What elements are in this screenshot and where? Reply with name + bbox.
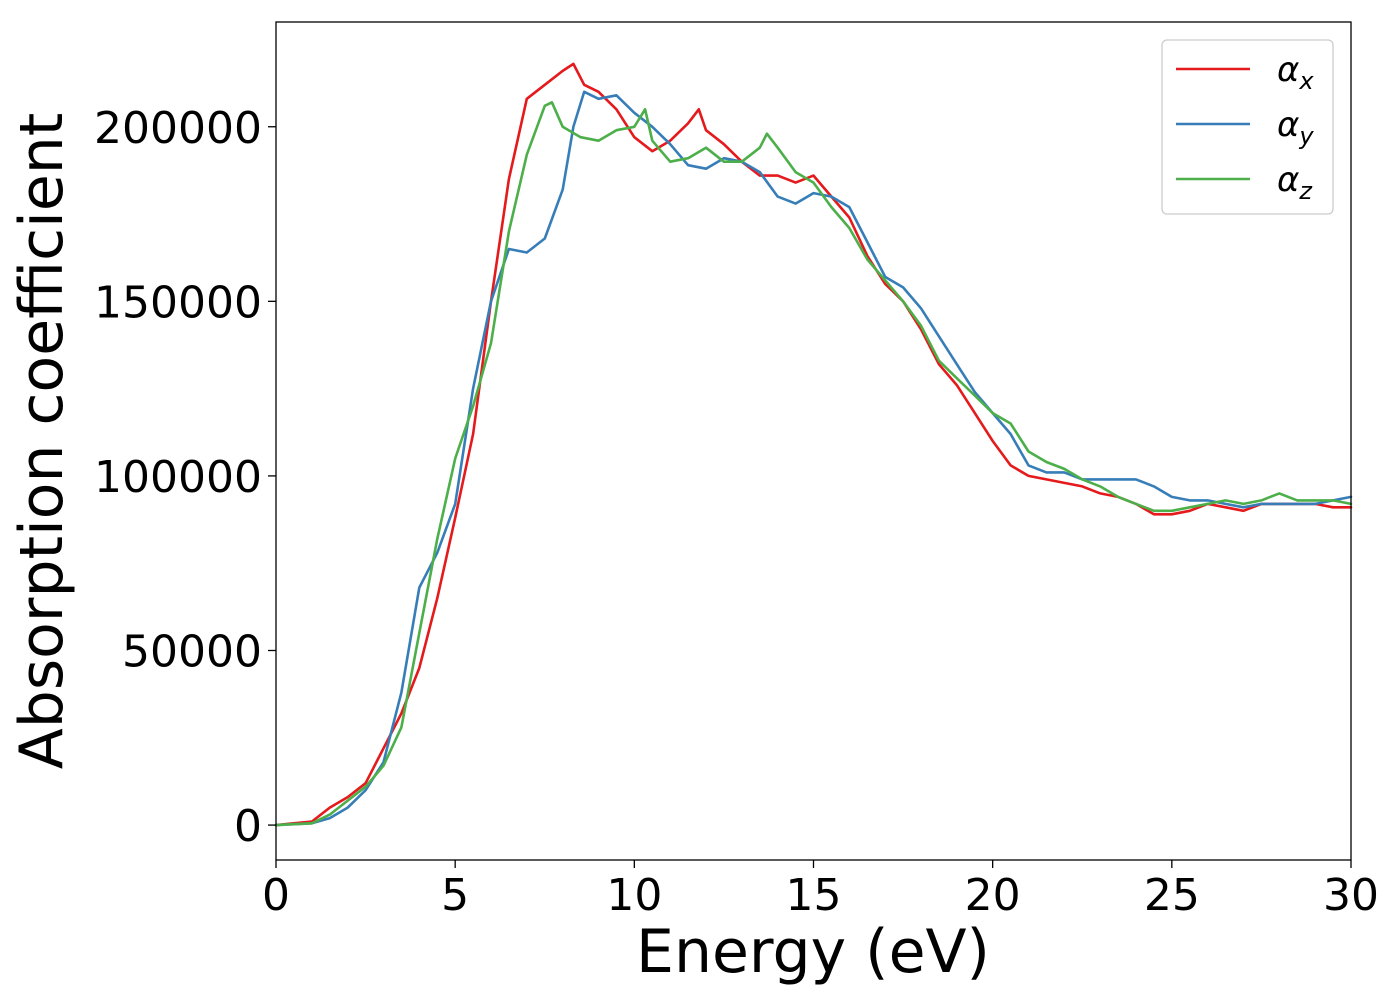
y-tick-label: 50000 bbox=[122, 627, 262, 678]
series-group bbox=[274, 62, 1353, 827]
legend: αx αy αz bbox=[1161, 39, 1334, 215]
x-tick-label: 5 bbox=[441, 870, 469, 921]
y-axis-title: Absorption coefficient bbox=[7, 113, 77, 770]
x-tick-label: 25 bbox=[1144, 870, 1200, 921]
series-line-x bbox=[274, 62, 1353, 827]
x-tick-label: 0 bbox=[262, 870, 290, 921]
y-tick-label: 100000 bbox=[94, 452, 262, 503]
series-line-z bbox=[274, 101, 1353, 827]
x-axis-title: Energy (eV) bbox=[636, 917, 990, 987]
y-tick-label: 0 bbox=[234, 801, 262, 852]
x-tick-label: 10 bbox=[606, 870, 662, 921]
x-tick-label: 20 bbox=[965, 870, 1021, 921]
x-tick-label: 30 bbox=[1323, 870, 1379, 921]
y-axis-ticks: 0 50000 100000 150000 200000 bbox=[94, 103, 276, 852]
y-tick-label: 150000 bbox=[94, 277, 262, 328]
y-tick-label: 200000 bbox=[94, 103, 262, 154]
legend-label-x: αx bbox=[1277, 50, 1314, 95]
legend-label-z: αz bbox=[1277, 160, 1313, 205]
legend-entries: αx αy αz bbox=[1176, 50, 1314, 205]
legend-label-y: αy bbox=[1277, 105, 1314, 150]
x-tick-label: 15 bbox=[786, 870, 842, 921]
x-axis-ticks: 0 5 10 15 20 25 30 bbox=[262, 860, 1379, 921]
legend-box bbox=[1161, 39, 1334, 215]
series-line-y bbox=[274, 90, 1353, 827]
